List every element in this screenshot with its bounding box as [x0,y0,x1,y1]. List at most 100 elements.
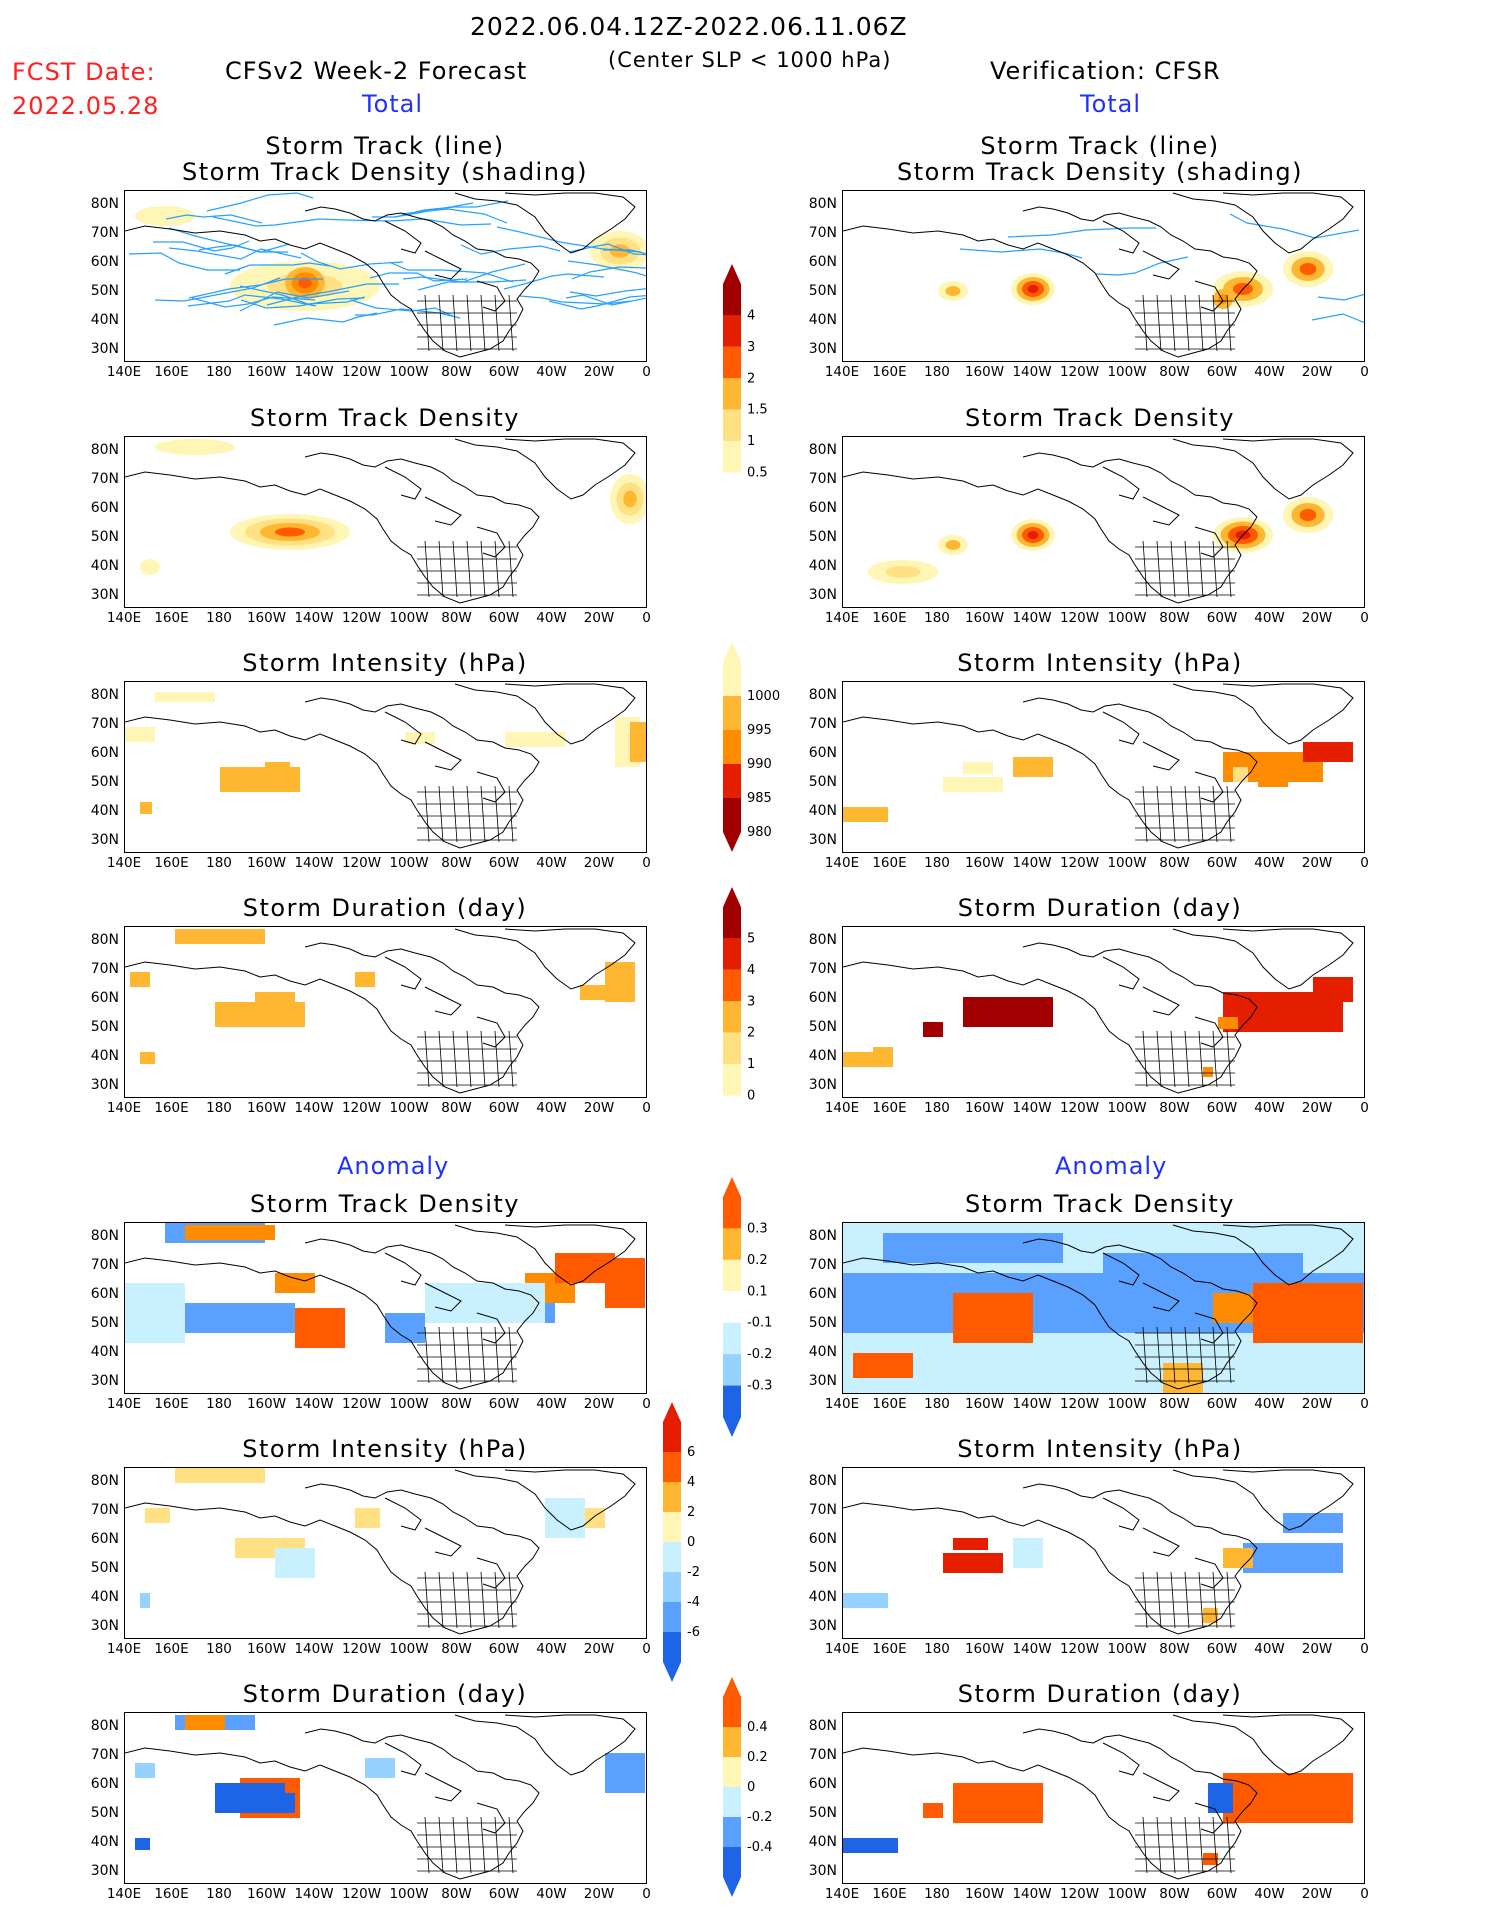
shaded-cell [155,439,235,455]
shaded-cell [943,1553,1003,1573]
lat-label: 30N [90,341,119,357]
state-border [1184,1816,1190,1874]
colorbar-segment [723,696,741,730]
coastline [1194,280,1224,312]
shaded-cell [853,1353,913,1378]
lon-label: 120W [1059,1886,1100,1902]
state-border [424,1816,430,1874]
shaded-cell [843,1838,898,1853]
state-border [1226,1571,1232,1629]
state-border [1184,540,1190,598]
storm-track-line [240,297,365,309]
storm-track-line [569,288,646,297]
lat-label: 70N [90,1502,119,1518]
state-border [508,294,514,352]
colorbar-tick-label: 1 [747,1057,755,1072]
coastline [424,1527,462,1557]
storm-track-line [206,192,314,212]
coastline [1102,711,1140,745]
lat-label: 50N [808,529,837,545]
state-border [508,1030,514,1088]
lat-label: 50N [808,1019,837,1035]
lat-label: 50N [90,1560,119,1576]
storm-track-line [191,296,316,308]
shaded-cell [1233,767,1248,782]
lat-label: 80N [808,1473,837,1489]
colorbar-cap [723,504,741,524]
coastline [424,986,462,1016]
coastline [1194,1802,1224,1834]
shaded-cell [1218,1017,1238,1029]
state-border [1198,1326,1204,1384]
lon-label: 80W [441,610,472,626]
lon-label: 40W [1254,364,1285,380]
shaded-cell [1013,757,1053,777]
colorbar-segment [723,730,741,764]
lat-label: 50N [90,283,119,299]
state-border [508,1816,514,1874]
storm-track-line [401,208,508,224]
state-border [1156,1571,1162,1629]
colorbar-segment [663,1542,681,1572]
left-anomaly-label: Anomaly [337,1152,450,1180]
lat-label: 60N [90,254,119,270]
storm-track-line [266,283,399,306]
map-canvas [843,1223,1364,1393]
lon-label: 0 [642,364,651,380]
lon-label: 20W [1301,610,1333,626]
colorbar-segment [723,346,741,379]
lat-label: 30N [90,1863,119,1879]
colorbar-cap [723,1677,741,1697]
state-border [1184,785,1190,843]
shaded-cell [1013,1538,1043,1568]
state-border [1170,785,1176,843]
shaded-cell [140,1052,155,1064]
coastline [1172,192,1354,254]
coastline [125,942,540,1094]
state-border [1212,1326,1218,1384]
lat-label: 70N [90,471,119,487]
colorbar-segment [723,1847,741,1877]
lat-label: 60N [808,254,837,270]
colorbar-tick-label: 2 [747,1026,755,1041]
shaded-cell [185,1225,275,1240]
colorbar-intensity-total: 1000 995 990 985 980 [723,642,780,852]
lat-label: 30N [808,1618,837,1634]
lat-label: 40N [808,1834,837,1850]
coastline [476,280,506,312]
lon-label: 140E [824,364,860,380]
shaded-cell [945,286,961,296]
title-duration-left: Storm Duration (day) [242,894,528,922]
lon-label: 20W [1301,1100,1333,1116]
colorbar-segment [723,1727,741,1757]
colorbar-tick-label: 1.5 [747,403,768,418]
lon-label: 20W [583,610,615,626]
lon-label: 140E [106,610,142,626]
lon-label: 20W [1301,855,1333,871]
storm-track-line [1095,256,1189,276]
lon-label: 120W [1059,1396,1100,1412]
state-border [1198,785,1204,843]
state-border [452,785,458,843]
lat-label: 70N [808,1502,837,1518]
state-border [1156,1030,1162,1088]
colorbar-tick-label: 2 [687,1505,695,1520]
state-border [438,1816,444,1874]
colorbar-segment [723,662,741,696]
lat-label: 40N [808,558,837,574]
lat-label: 80N [808,687,837,703]
colorbar-segment [723,1095,741,1127]
colorbar-segment [723,1228,741,1260]
state-border [494,785,500,843]
lon-label: 20W [583,364,615,380]
lat-label: 50N [808,1805,837,1821]
colorbar-duration-anom: 0.4 0.2 0 -0.2 -0.4 [723,1677,772,1897]
lat-label: 80N [808,442,837,458]
state-border [1170,540,1176,598]
storm-track-line [388,261,514,283]
lon-label: 100W [389,364,429,380]
lon-label: 60W [488,1886,520,1902]
lon-label: 60W [1206,1886,1238,1902]
lat-label: 50N [90,1019,119,1035]
state-border [452,1816,458,1874]
